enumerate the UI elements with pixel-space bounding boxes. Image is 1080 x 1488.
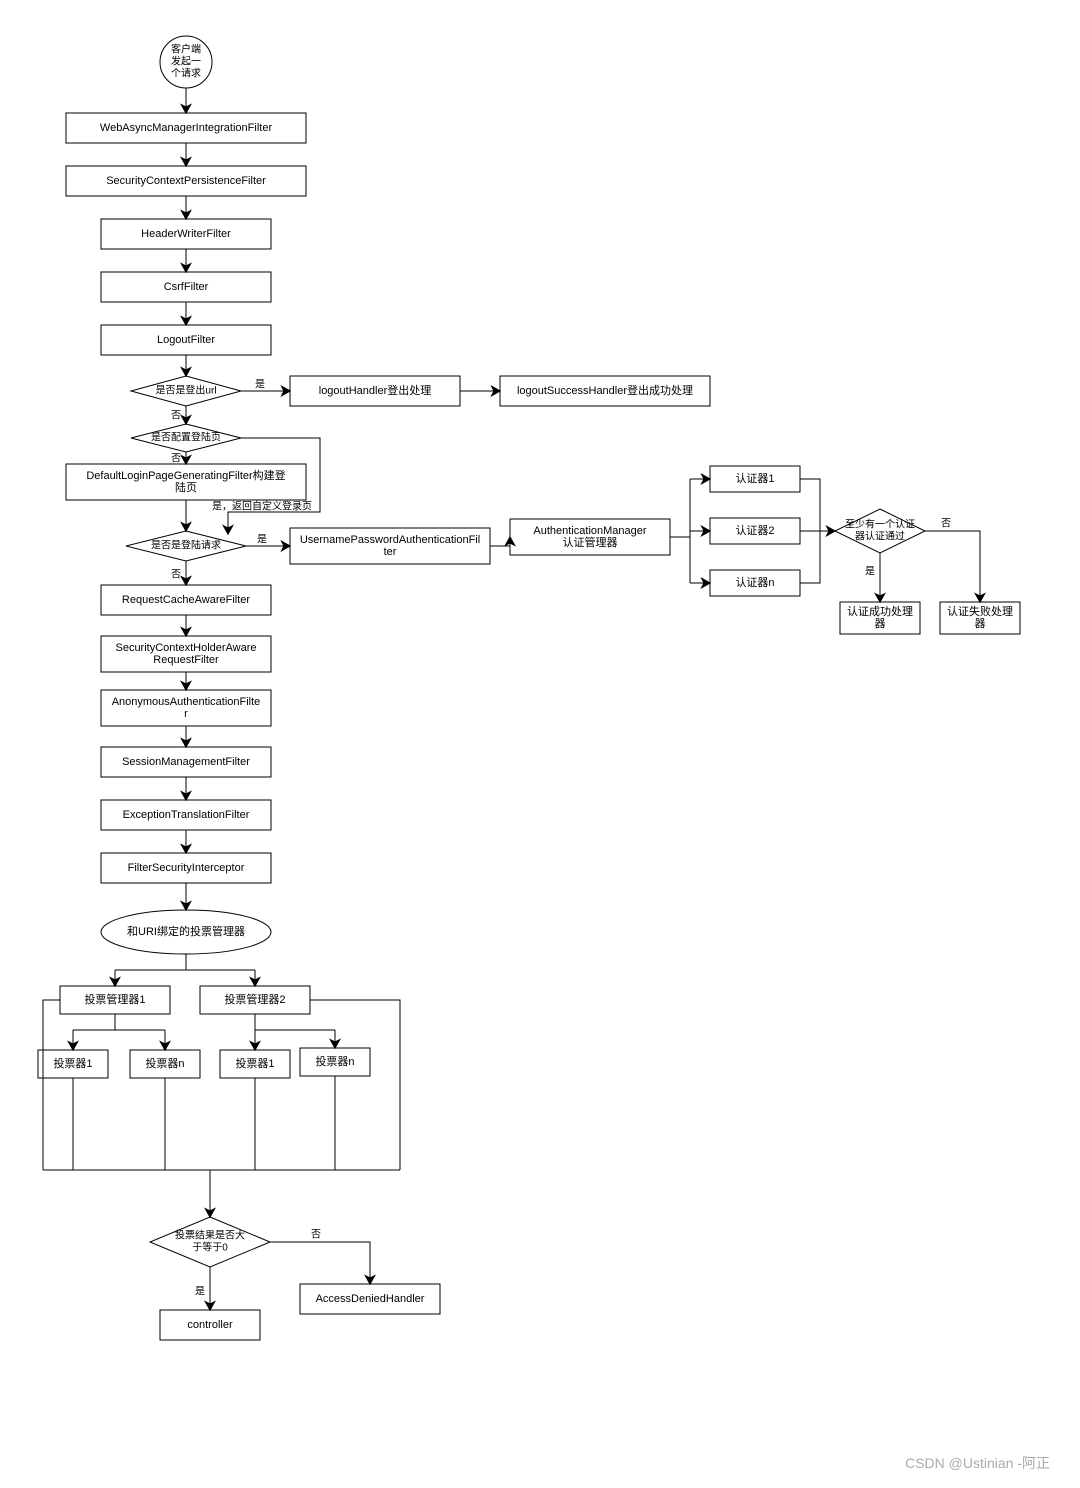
- svg-text:LogoutFilter: LogoutFilter: [157, 334, 215, 346]
- svg-text:器: 器: [875, 617, 886, 630]
- svg-text:AuthenticationManager: AuthenticationManager: [533, 525, 646, 537]
- svg-text:ExceptionTranslationFilter: ExceptionTranslationFilter: [123, 809, 250, 821]
- svg-text:是: 是: [255, 379, 265, 391]
- svg-text:UsernamePasswordAuthentication: UsernamePasswordAuthenticationFil: [300, 534, 480, 546]
- svg-text:客户端: 客户端: [171, 43, 201, 56]
- svg-text:是否是登出url: 是否是登出url: [155, 384, 216, 397]
- svg-text:否: 否: [171, 569, 181, 581]
- svg-text:logoutSuccessHandler登出成功处理: logoutSuccessHandler登出成功处理: [517, 383, 693, 397]
- svg-text:否: 否: [311, 1229, 321, 1241]
- svg-text:是: 是: [865, 566, 875, 578]
- svg-text:否: 否: [171, 410, 181, 422]
- svg-text:RequestFilter: RequestFilter: [153, 654, 219, 666]
- svg-text:是: 是: [257, 534, 267, 546]
- watermark: CSDN @Ustinian -阿正: [905, 1455, 1050, 1471]
- svg-text:器认证通过: 器认证通过: [855, 530, 905, 543]
- svg-text:于等于0: 于等于0: [192, 1241, 228, 1254]
- svg-text:投票器1: 投票器1: [235, 1056, 274, 1070]
- svg-text:否: 否: [941, 518, 951, 530]
- svg-text:器: 器: [975, 617, 986, 630]
- svg-text:logoutHandler登出处理: logoutHandler登出处理: [319, 383, 432, 397]
- svg-text:投票结果是否大: 投票结果是否大: [175, 1229, 245, 1242]
- svg-text:认证器n: 认证器n: [735, 576, 774, 589]
- svg-text:controller: controller: [187, 1319, 233, 1331]
- svg-text:投票管理器2: 投票管理器2: [224, 992, 285, 1006]
- svg-text:个请求: 个请求: [171, 67, 201, 80]
- svg-text:认证器1: 认证器1: [735, 472, 774, 485]
- svg-text:SecurityContextPersistenceFilt: SecurityContextPersistenceFilter: [106, 175, 266, 187]
- svg-text:至少有一个认证: 至少有一个认证: [845, 518, 915, 531]
- svg-text:是，返回自定义登录页: 是，返回自定义登录页: [212, 500, 312, 513]
- svg-text:认证管理器: 认证管理器: [563, 535, 618, 549]
- svg-text:SecurityContextHolderAware: SecurityContextHolderAware: [115, 642, 256, 654]
- svg-text:和URI绑定的投票管理器: 和URI绑定的投票管理器: [127, 924, 245, 938]
- svg-text:AccessDeniedHandler: AccessDeniedHandler: [316, 1293, 425, 1305]
- svg-text:HeaderWriterFilter: HeaderWriterFilter: [141, 228, 231, 240]
- svg-text:WebAsyncManagerIntegrationFilt: WebAsyncManagerIntegrationFilter: [100, 122, 273, 134]
- svg-text:投票器n: 投票器n: [145, 1056, 184, 1070]
- svg-text:是否配置登陆页: 是否配置登陆页: [151, 431, 221, 444]
- svg-text:认证成功处理: 认证成功处理: [847, 605, 913, 618]
- svg-text:陆页: 陆页: [175, 480, 197, 494]
- svg-text:投票器n: 投票器n: [315, 1054, 354, 1068]
- svg-text:ter: ter: [384, 546, 397, 558]
- svg-text:是否是登陆请求: 是否是登陆请求: [151, 539, 221, 552]
- svg-text:投票管理器1: 投票管理器1: [84, 992, 145, 1006]
- svg-text:SessionManagementFilter: SessionManagementFilter: [122, 756, 250, 768]
- svg-text:FilterSecurityInterceptor: FilterSecurityInterceptor: [128, 862, 245, 874]
- svg-text:是: 是: [195, 1286, 205, 1298]
- svg-text:投票器1: 投票器1: [53, 1056, 92, 1070]
- svg-text:r: r: [184, 708, 188, 720]
- svg-text:认证失败处理: 认证失败处理: [947, 604, 1013, 618]
- flowchart-canvas: 客户端发起一个请求 WebAsyncManagerIntegrationFilte…: [0, 0, 1080, 1488]
- svg-text:发起一: 发起一: [171, 55, 201, 68]
- svg-text:否: 否: [171, 453, 181, 465]
- svg-text:CsrfFilter: CsrfFilter: [164, 281, 209, 293]
- svg-text:DefaultLoginPageGeneratingFilt: DefaultLoginPageGeneratingFilter构建登: [86, 468, 285, 482]
- svg-text:RequestCacheAwareFilter: RequestCacheAwareFilter: [122, 594, 251, 606]
- svg-text:AnonymousAuthenticationFilte: AnonymousAuthenticationFilte: [112, 696, 261, 708]
- svg-text:认证器2: 认证器2: [735, 524, 774, 537]
